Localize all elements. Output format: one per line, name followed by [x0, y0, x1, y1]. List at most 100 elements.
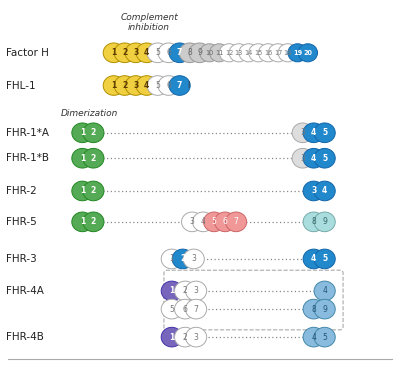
- Text: 6: 6: [183, 305, 188, 313]
- Text: 5: 5: [322, 128, 327, 137]
- Text: 12: 12: [225, 50, 233, 56]
- Text: 17: 17: [274, 50, 282, 56]
- Circle shape: [303, 299, 324, 319]
- Text: 2: 2: [122, 48, 127, 57]
- Circle shape: [183, 249, 204, 269]
- Text: 4: 4: [322, 187, 327, 196]
- Circle shape: [169, 76, 190, 95]
- Circle shape: [147, 76, 168, 95]
- Circle shape: [161, 249, 182, 269]
- Text: 2: 2: [183, 286, 188, 295]
- Circle shape: [258, 44, 278, 62]
- Circle shape: [72, 148, 93, 168]
- Text: 1: 1: [169, 286, 174, 295]
- Circle shape: [83, 123, 104, 142]
- Circle shape: [125, 76, 146, 95]
- Text: 13: 13: [235, 50, 243, 56]
- Text: 14: 14: [244, 50, 253, 56]
- Text: 11: 11: [215, 50, 223, 56]
- Circle shape: [314, 148, 335, 168]
- Circle shape: [314, 181, 335, 201]
- Text: 2: 2: [183, 333, 188, 342]
- Circle shape: [114, 76, 135, 95]
- Text: 9: 9: [322, 305, 327, 313]
- Text: 5: 5: [155, 81, 160, 90]
- Circle shape: [186, 281, 207, 301]
- Circle shape: [303, 212, 324, 232]
- Circle shape: [314, 212, 335, 232]
- Text: 1: 1: [111, 81, 116, 90]
- Text: 1: 1: [170, 255, 174, 263]
- Text: 20: 20: [303, 50, 312, 56]
- Circle shape: [314, 281, 335, 301]
- Circle shape: [72, 212, 93, 232]
- Circle shape: [103, 76, 124, 95]
- Circle shape: [83, 148, 104, 168]
- Text: 10: 10: [205, 50, 214, 56]
- Text: 1: 1: [80, 154, 85, 163]
- Text: 3: 3: [191, 255, 196, 263]
- Circle shape: [125, 43, 146, 63]
- Text: 2: 2: [91, 187, 96, 196]
- Circle shape: [161, 281, 182, 301]
- Text: 1: 1: [111, 48, 116, 57]
- Text: 6: 6: [223, 217, 228, 226]
- Text: 2: 2: [91, 128, 96, 137]
- Circle shape: [303, 249, 324, 269]
- Circle shape: [72, 123, 93, 142]
- Circle shape: [147, 43, 168, 63]
- Text: 4: 4: [201, 217, 206, 226]
- Text: 6: 6: [166, 48, 171, 57]
- Circle shape: [158, 43, 179, 63]
- Text: 3: 3: [194, 333, 198, 342]
- Circle shape: [229, 44, 248, 62]
- Circle shape: [204, 212, 225, 232]
- Text: 5: 5: [155, 48, 160, 57]
- Text: 5: 5: [322, 333, 327, 342]
- Text: 19: 19: [293, 50, 302, 56]
- Circle shape: [278, 44, 298, 62]
- Circle shape: [192, 212, 214, 232]
- Text: 1: 1: [80, 187, 85, 196]
- Circle shape: [249, 44, 268, 62]
- Circle shape: [303, 181, 324, 201]
- Circle shape: [303, 327, 324, 347]
- Circle shape: [288, 44, 307, 62]
- Text: 5: 5: [322, 255, 327, 263]
- Text: 7: 7: [194, 305, 198, 313]
- Text: 3: 3: [190, 217, 194, 226]
- Text: FHR-1*A: FHR-1*A: [6, 128, 49, 138]
- Text: 4: 4: [311, 255, 316, 263]
- Circle shape: [303, 148, 324, 168]
- Circle shape: [114, 43, 135, 63]
- Text: 7: 7: [234, 217, 238, 226]
- Circle shape: [179, 43, 200, 63]
- Text: 1: 1: [80, 217, 85, 226]
- Text: Dimerization: Dimerization: [61, 109, 118, 118]
- Text: FHR-4B: FHR-4B: [6, 332, 44, 342]
- Circle shape: [186, 327, 207, 347]
- Text: 8: 8: [311, 305, 316, 313]
- Circle shape: [83, 181, 104, 201]
- Text: 7: 7: [177, 48, 182, 57]
- Text: I: I: [187, 81, 189, 90]
- Text: 5: 5: [212, 217, 216, 226]
- Circle shape: [303, 123, 324, 142]
- Circle shape: [292, 123, 313, 142]
- Circle shape: [158, 76, 179, 95]
- Text: 1: 1: [80, 128, 85, 137]
- Text: 15: 15: [254, 50, 262, 56]
- Text: 9: 9: [197, 48, 202, 57]
- Circle shape: [174, 327, 196, 347]
- Text: FHR-2: FHR-2: [6, 186, 37, 196]
- Circle shape: [136, 43, 157, 63]
- Text: Complement
inhibition: Complement inhibition: [120, 13, 178, 32]
- Circle shape: [214, 212, 236, 232]
- Text: 3: 3: [300, 128, 305, 137]
- Text: 3: 3: [133, 48, 138, 57]
- Text: FHR-5: FHR-5: [6, 217, 37, 227]
- Circle shape: [219, 44, 239, 62]
- Text: 5: 5: [322, 154, 327, 163]
- Text: 3: 3: [300, 154, 305, 163]
- Text: 8: 8: [311, 217, 316, 226]
